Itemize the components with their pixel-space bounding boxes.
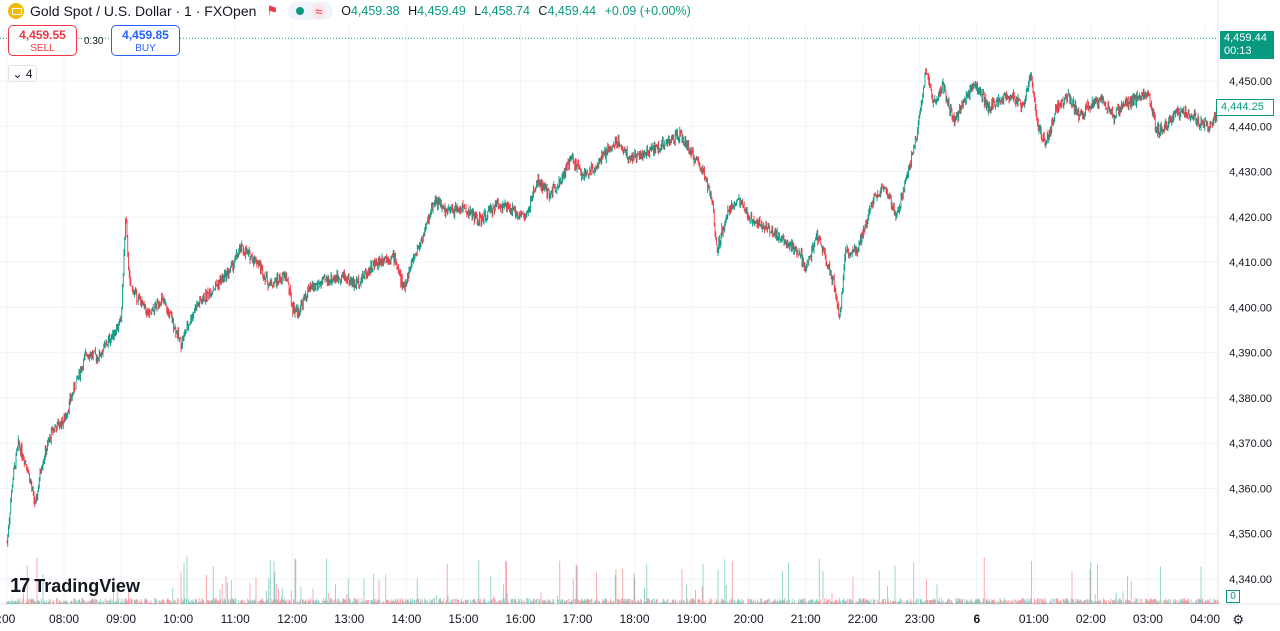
y-tick-label: 4,450.00 [1229, 76, 1272, 88]
y-tick-label: 4,390.00 [1229, 348, 1272, 360]
ohlc-open-key: O [341, 4, 351, 18]
last-price-value: 4,459.44 [1224, 32, 1267, 44]
candles-group [6, 67, 1220, 547]
buy-price: 4,459.85 [122, 28, 169, 42]
x-tick-label: 11:00 [221, 612, 250, 626]
x-tick-label: 15:00 [448, 612, 478, 626]
y-tick-label: 4,410.00 [1229, 257, 1272, 269]
x-tick-label: 02:00 [1076, 612, 1106, 626]
flag-icon[interactable]: ⚑ [266, 3, 279, 18]
x-tick-label: 20:00 [734, 612, 764, 626]
x-tick-label: 12:00 [277, 612, 307, 626]
moving-average-tag: 4,444.25 [1216, 99, 1274, 116]
volume-group [6, 556, 1220, 604]
sell-button[interactable]: 4,459.55 SELL [8, 25, 77, 56]
x-tick-label: 08:00 [49, 612, 79, 626]
y-tick-label: 4,380.00 [1229, 393, 1272, 405]
y-tick-label: 4,420.00 [1229, 212, 1272, 224]
x-tick-label: 18:00 [620, 612, 650, 626]
indicator-count: 4 [25, 67, 33, 81]
x-tick-label: 23:00 [905, 612, 935, 626]
x-tick-label: 19:00 [677, 612, 707, 626]
wave-icon: ≈ [312, 3, 326, 19]
market-open-dot-icon [296, 7, 305, 15]
x-tick-label: 13:00 [334, 612, 364, 626]
ohlc-close-key: C [538, 4, 548, 18]
price-change: +0.09 (+0.00%) [604, 4, 691, 18]
y-tick-label: 4,360.00 [1229, 483, 1272, 495]
gold-symbol-icon [8, 3, 24, 19]
volume-tag: 0 [1226, 590, 1240, 603]
ohlc-low-value: 4,458.74 [481, 4, 530, 18]
sell-label: SELL [30, 43, 55, 54]
ohlc-high-value: 4,459.49 [417, 4, 466, 18]
ohlc-open-value: 4,459.38 [350, 4, 400, 18]
symbol-title[interactable]: Gold Spot / U.S. Dollar · 1 · FXOpen [30, 3, 257, 19]
x-tick-label: 09:00 [106, 612, 136, 626]
spread-value: 0.30 [84, 36, 104, 47]
ohlc-high-key: H [408, 4, 418, 18]
buy-button[interactable]: 4,459.85 BUY [111, 25, 180, 56]
indicators-toggle[interactable]: ⌄ 4 [8, 65, 37, 82]
x-tick-label: :00 [0, 612, 16, 626]
y-tick-label: 4,440.00 [1229, 121, 1272, 133]
sell-price: 4,459.55 [19, 28, 66, 42]
y-tick-label: 4,430.00 [1229, 167, 1272, 179]
last-price-tag: 4,459.44 00:13 [1220, 31, 1274, 59]
chevron-down-icon: ⌄ [12, 67, 23, 81]
x-tick-label: 22:00 [848, 612, 878, 626]
bar-countdown: 00:13 [1224, 45, 1252, 57]
y-tick-label: 4,370.00 [1229, 438, 1272, 450]
y-tick-label: 4,340.00 [1229, 574, 1272, 586]
x-tick-label: 03:00 [1133, 612, 1163, 626]
x-tick-label: 17:00 [562, 612, 592, 626]
y-tick-label: 4,350.00 [1229, 529, 1272, 541]
market-status-pill[interactable]: ≈ [288, 2, 334, 20]
x-tick-label: 21:00 [791, 612, 821, 626]
ohlc-close-value: 4,459.44 [547, 4, 597, 18]
tradingview-mark-icon: 17 [10, 575, 30, 597]
x-tick-label: 6 [973, 612, 980, 626]
buy-label: BUY [135, 43, 156, 54]
tradingview-wordmark: TradingView [34, 576, 140, 596]
ohlc-low-key: L [474, 4, 482, 18]
x-tick-label: 01:00 [1019, 612, 1049, 626]
x-tick-label: 14:00 [391, 612, 421, 626]
tradingview-logo[interactable]: 17 TradingView [10, 575, 140, 598]
x-tick-label: 10:00 [163, 612, 193, 626]
x-tick-label: 04:00 [1190, 612, 1220, 626]
x-tick-label: 16:00 [505, 612, 535, 626]
gear-icon[interactable]: ⚙ [1232, 612, 1244, 627]
y-tick-label: 4,400.00 [1229, 302, 1272, 314]
chart-header: Gold Spot / U.S. Dollar · 1 · FXOpen ⚑ ≈… [0, 0, 696, 22]
ohlc-legend: O4,459.38 H4,459.49 L4,458.74 C4,459.44 … [341, 4, 696, 18]
